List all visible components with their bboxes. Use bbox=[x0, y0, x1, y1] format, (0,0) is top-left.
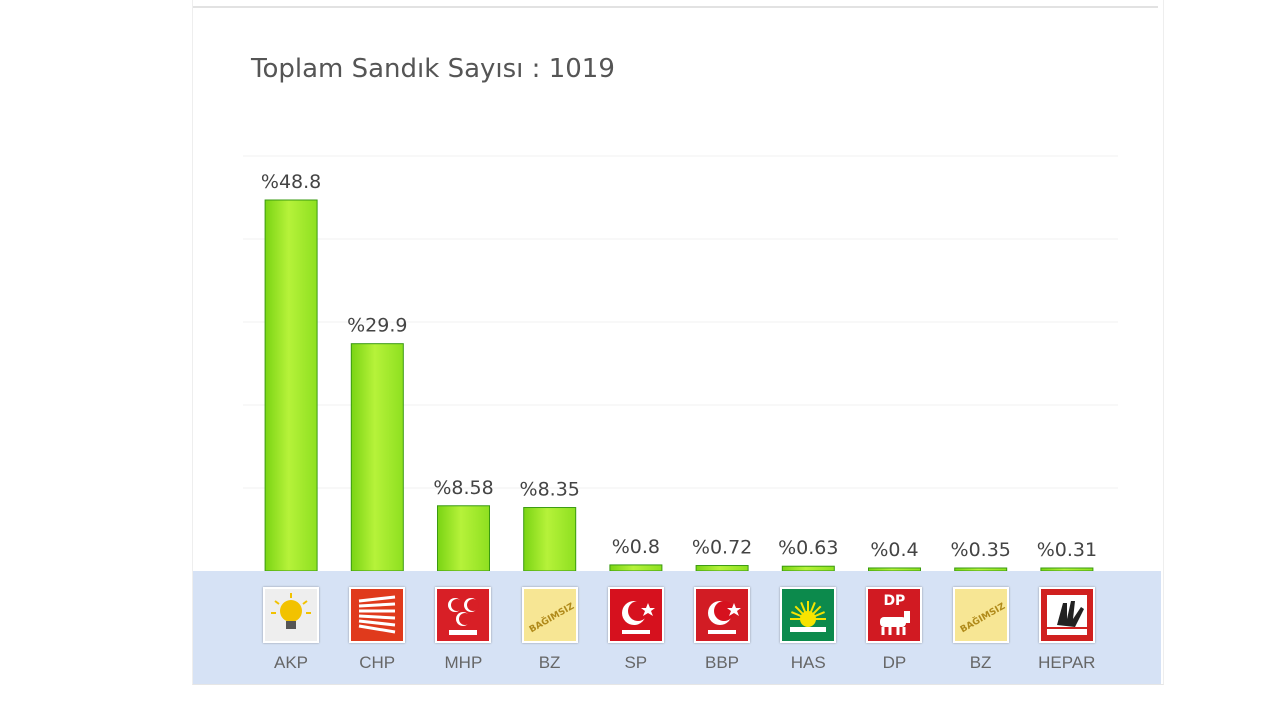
party-name: HAS bbox=[790, 653, 826, 672]
chart-panel: Toplam Sandık Sayısı : 1019 %48.8 %29.9 %8… bbox=[192, 0, 1164, 685]
bar-sp bbox=[609, 564, 663, 572]
party-cell-sp: SP bbox=[592, 571, 680, 684]
data-label: %29.9 bbox=[347, 315, 407, 337]
party-cell-has: HAS bbox=[764, 571, 852, 684]
bar-has bbox=[781, 565, 835, 572]
party-name: SP bbox=[624, 653, 648, 672]
party-cell-bz: BAĞIMSIZ BZ bbox=[506, 571, 594, 684]
party-name: BZ bbox=[538, 653, 561, 672]
lightbulb-icon bbox=[263, 587, 319, 643]
party-name: DP bbox=[882, 653, 907, 672]
bar-akp bbox=[264, 199, 318, 572]
svg-text:BAĞIMSIZ: BAĞIMSIZ bbox=[957, 600, 1006, 636]
data-label: %0.72 bbox=[692, 537, 752, 559]
data-label: %0.8 bbox=[612, 536, 660, 558]
party-name: HEPAR bbox=[1038, 653, 1096, 672]
party-name: BZ bbox=[969, 653, 992, 672]
six-arrows-icon bbox=[349, 587, 406, 643]
data-label: %0.35 bbox=[951, 539, 1011, 561]
party-name: CHP bbox=[359, 653, 396, 672]
crescent-star-icon bbox=[607, 587, 664, 643]
independent-icon: BAĞIMSIZ bbox=[952, 587, 1009, 643]
party-cell-bz: BAĞIMSIZ BZ bbox=[937, 571, 1025, 684]
party-cell-bbp: BBP bbox=[678, 571, 766, 684]
data-label: %48.8 bbox=[261, 171, 321, 193]
svg-text:BAĞIMSIZ: BAĞIMSIZ bbox=[526, 600, 575, 636]
party-cell-chp: CHP bbox=[333, 571, 421, 684]
party-name: BBP bbox=[704, 653, 740, 672]
party-logo-band: AKP CHP MHP BAĞIMSIZ BZ SP BBP HAS DP DP BAĞIMSIZ B… bbox=[193, 571, 1161, 684]
bar-mhp bbox=[437, 505, 490, 572]
party-name: AKP bbox=[273, 653, 309, 672]
party-cell-akp: AKP bbox=[247, 571, 335, 684]
bar-bz bbox=[523, 507, 577, 572]
horse-icon: DP bbox=[866, 587, 923, 643]
chart-title: Toplam Sandık Sayısı : 1019 bbox=[251, 54, 615, 84]
data-label: %8.58 bbox=[433, 477, 493, 499]
hand-icon bbox=[1038, 587, 1095, 643]
bar-chp bbox=[350, 343, 404, 572]
data-label: %8.35 bbox=[520, 479, 580, 501]
top-divider bbox=[193, 6, 1158, 8]
data-label: %0.4 bbox=[870, 539, 918, 561]
sun-icon bbox=[780, 587, 837, 643]
party-cell-mhp: MHP bbox=[419, 571, 507, 684]
party-cell-hepar: HEPAR bbox=[1023, 571, 1111, 684]
party-name: MHP bbox=[444, 653, 483, 672]
party-cell-dp: DP DP bbox=[850, 571, 938, 684]
data-label: %0.31 bbox=[1037, 539, 1097, 561]
independent-icon: BAĞIMSIZ bbox=[521, 587, 578, 643]
crescent-star-icon bbox=[694, 587, 750, 643]
data-label: %0.63 bbox=[778, 537, 838, 559]
three-crescents-icon bbox=[435, 587, 492, 643]
